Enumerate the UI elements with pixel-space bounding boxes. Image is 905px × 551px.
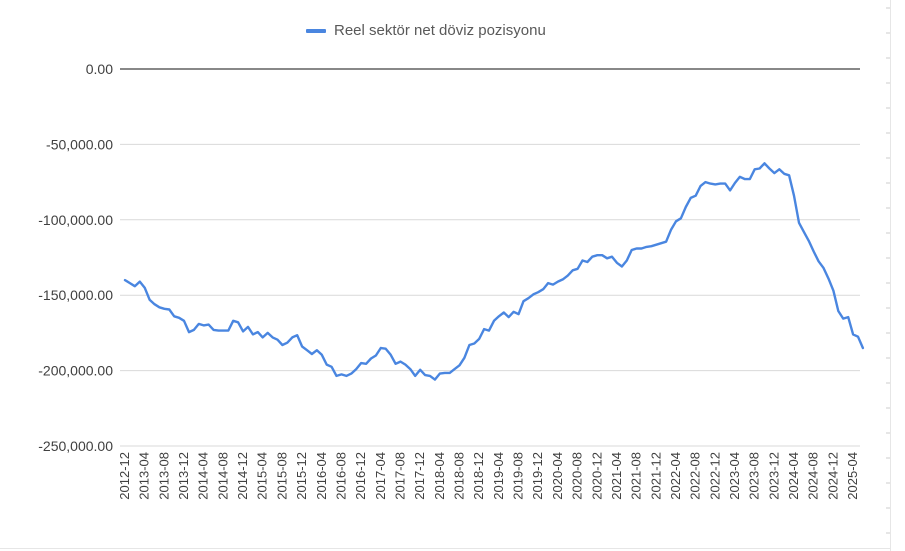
x-tick-label: 2017-12 (412, 452, 427, 500)
x-axis-ticks: 2012-12 2013-04 2013-08 2013-12 2014-04 2014-… (117, 452, 860, 500)
x-tick-label: 2021-08 (629, 452, 644, 500)
x-tick-label: 2012-12 (117, 452, 132, 500)
x-tick-label: 2022-12 (707, 452, 722, 500)
x-tick-label: 2023-12 (766, 452, 781, 500)
chart-legend: Reel sektör net döviz pozisyonu (306, 22, 546, 39)
x-tick-label: 2017-04 (373, 452, 388, 500)
series-line (123, 162, 865, 381)
x-tick-label: 2013-12 (176, 452, 191, 500)
x-tick-label: 2018-08 (452, 452, 467, 500)
x-tick-label: 2020-12 (589, 452, 604, 500)
y-tick-label: 0.00 (86, 61, 113, 77)
y-tick-label: -100,000.00 (38, 212, 113, 228)
x-tick-label: 2014-08 (215, 452, 230, 500)
x-tick-label: 2021-12 (648, 452, 663, 500)
x-tick-label: 2016-12 (353, 452, 368, 500)
right-divider (890, 0, 891, 551)
x-tick-label: 2020-08 (570, 452, 585, 500)
x-tick-label: 2016-08 (334, 452, 349, 500)
y-tick-label: -150,000.00 (38, 287, 113, 303)
y-tick-label: -50,000.00 (46, 136, 113, 152)
x-tick-label: 2015-08 (274, 452, 289, 500)
x-tick-label: 2016-04 (314, 452, 329, 500)
x-tick-label: 2018-04 (432, 452, 447, 500)
x-tick-label: 2023-08 (747, 452, 762, 500)
x-tick-label: 2025-04 (845, 452, 860, 500)
y-tick-label: -200,000.00 (38, 363, 113, 379)
x-tick-label: 2013-04 (137, 452, 152, 500)
x-tick-label: 2013-08 (156, 452, 171, 500)
x-tick-label: 2023-04 (727, 452, 742, 500)
legend-swatch (306, 28, 326, 33)
right-edge-marks (886, 7, 890, 534)
legend-label: Reel sektör net döviz pozisyonu (334, 22, 546, 39)
x-tick-label: 2017-08 (393, 452, 408, 500)
x-tick-label: 2014-12 (235, 452, 250, 500)
x-tick-label: 2022-08 (688, 452, 703, 500)
y-tick-label: -250,000.00 (38, 438, 113, 454)
x-tick-label: 2019-08 (511, 452, 526, 500)
x-tick-label: 2014-04 (196, 452, 211, 500)
x-tick-label: 2024-12 (825, 452, 840, 500)
x-tick-label: 2019-04 (491, 452, 506, 500)
bottom-divider (0, 548, 890, 549)
x-tick-label: 2021-04 (609, 452, 624, 500)
x-tick-label: 2022-04 (668, 452, 683, 500)
series-layer (123, 162, 865, 381)
x-tick-label: 2024-04 (786, 452, 801, 500)
x-tick-label: 2019-12 (530, 452, 545, 500)
x-tick-label: 2015-04 (255, 452, 270, 500)
y-axis-ticks: 0.00 -50,000.00 -100,000.00 -150,000.00 -200… (38, 61, 860, 454)
x-tick-label: 2015-12 (294, 452, 309, 500)
x-tick-label: 2024-08 (806, 452, 821, 500)
x-tick-label: 2020-04 (550, 452, 565, 500)
x-tick-label: 2018-12 (471, 452, 486, 500)
